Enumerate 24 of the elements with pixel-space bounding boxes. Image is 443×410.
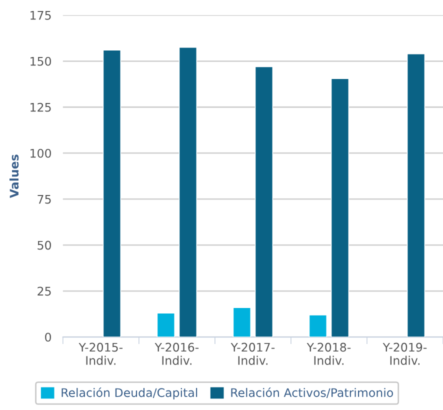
y-axis-title: Values	[10, 154, 19, 198]
x-tick-label: Y-2018-Indiv.	[306, 342, 351, 365]
x-tick-label: Y-2015-Indiv.	[78, 342, 123, 365]
y-tick-label: 75	[38, 194, 51, 204]
bar	[102, 50, 122, 338]
bar	[254, 66, 274, 338]
y-tick-label: 0	[45, 332, 52, 342]
x-tick-label: Y-2019-Indiv.	[382, 342, 427, 365]
bar	[232, 307, 252, 338]
bar	[308, 314, 328, 338]
bar	[156, 312, 176, 338]
bar	[406, 53, 426, 338]
bar	[178, 46, 198, 338]
bar	[330, 78, 350, 338]
legend-label: Relación Activos/Patrimonio	[231, 387, 393, 398]
legend-label: Relación Deuda/Capital	[62, 387, 198, 400]
y-tick-label: 25	[38, 286, 51, 296]
y-tick-label: 125	[30, 102, 51, 112]
y-tick-label: 100	[30, 148, 52, 158]
y-tick-label: 175	[30, 11, 51, 20]
x-tick-label: Y-2017-Indiv.	[230, 342, 275, 365]
x-tick-label: Y-2016-Indiv.	[154, 342, 199, 365]
y-tick-label: 50	[38, 240, 52, 250]
y-tick-label: 150	[30, 56, 52, 66]
